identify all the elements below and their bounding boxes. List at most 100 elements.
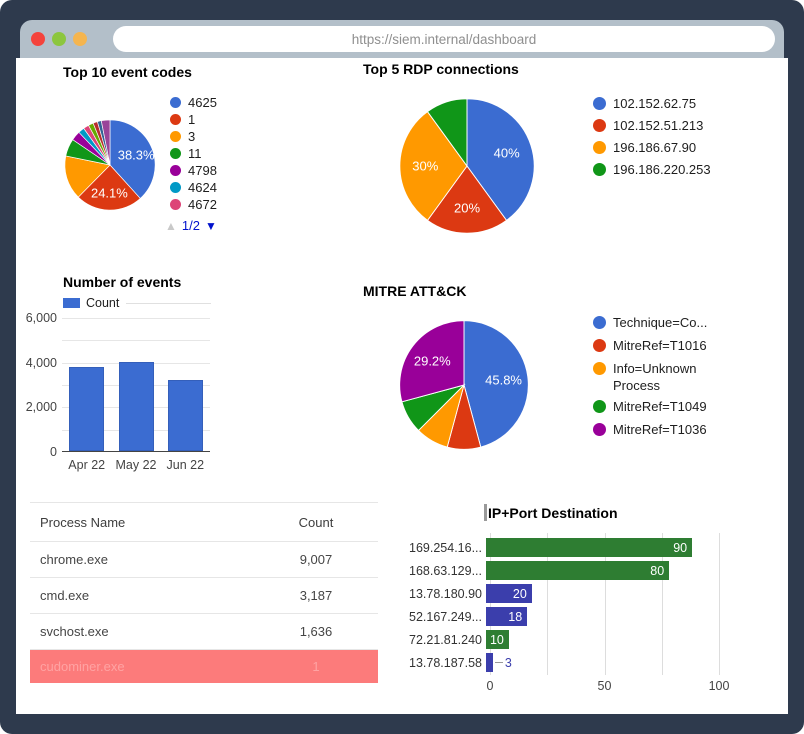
bar-row: 169.254.16... 90 <box>400 536 780 559</box>
table-row[interactable]: svchost.exe 1,636 <box>30 614 378 650</box>
count-cell: 9,007 <box>299 552 333 567</box>
pie-slice[interactable] <box>426 165 508 234</box>
legend-item[interactable]: 102.152.62.75 <box>593 92 711 114</box>
x-axis-line <box>62 451 210 452</box>
bar-value-label: 3 <box>504 655 512 670</box>
legend-item[interactable]: 196.186.220.253 <box>593 158 711 180</box>
legend-label: MitreRef=T1036 <box>613 422 707 437</box>
gridline <box>604 533 606 675</box>
legend-color-dot <box>170 114 181 125</box>
legend-label: 102.152.51.213 <box>613 117 704 133</box>
count-cell: 1,636 <box>299 624 333 639</box>
close-button[interactable] <box>31 32 45 46</box>
legend-item[interactable]: Technique=Co... <box>593 314 725 333</box>
bar-value-label: 90 <box>673 540 688 555</box>
column-header-process-name[interactable]: Process Name <box>40 514 126 530</box>
url-bar[interactable]: https://siem.internal/dashboard <box>113 26 775 52</box>
legend-color-dot <box>593 339 606 352</box>
pie-slice[interactable] <box>399 320 465 403</box>
legend-item[interactable]: MitreRef=T1016 <box>593 337 725 356</box>
legend-top10-event-codes: 4625 1 3 11 4798 4624 4672 <box>170 94 217 213</box>
legend-label: Count <box>86 296 120 310</box>
pie-slice[interactable] <box>463 320 529 448</box>
chart-title-top5-rdp: Top 5 RDP connections <box>363 61 519 77</box>
zoom-button[interactable] <box>73 32 87 46</box>
legend-pagination: ▲ 1/2 ▼ <box>165 218 217 233</box>
pie-slice[interactable] <box>109 119 156 199</box>
bar[interactable]: 18 <box>486 607 528 626</box>
table-row[interactable]: cmd.exe 3,187 <box>30 578 378 614</box>
legend-item[interactable]: 11 <box>170 145 217 162</box>
legend-item[interactable]: MitreRef=T1049 <box>593 398 725 417</box>
legend-page-down-icon[interactable]: ▼ <box>204 218 217 233</box>
legend-label: MitreRef=T1016 <box>613 338 707 353</box>
legend-mitre-attck: Technique=Co... MitreRef=T1016 Info=Unknow… <box>593 314 725 444</box>
x-axis-labels: Apr 22 May 22 Jun 22 <box>62 458 210 474</box>
legend-item[interactable]: MitreRef=T1036 <box>593 421 725 440</box>
bar[interactable] <box>486 653 493 672</box>
category-label: 13.78.187.58 <box>409 655 482 670</box>
bar-row: 52.167.249... 18 <box>400 605 780 628</box>
pie-slice[interactable] <box>64 155 111 198</box>
bar[interactable] <box>69 367 105 451</box>
pie-slice-label: 45.8% <box>485 372 522 387</box>
pie-chart-mitre-attck: 45.8% 29.2% <box>397 318 531 452</box>
bar[interactable]: 10 <box>486 630 509 649</box>
bar[interactable] <box>118 361 154 451</box>
y-tick-label: 0 <box>50 445 57 459</box>
table-row[interactable]: chrome.exe 9,007 <box>30 542 378 578</box>
legend-item[interactable]: 4672 <box>170 196 217 213</box>
minimize-button[interactable] <box>52 32 66 46</box>
pie-slice[interactable] <box>100 119 111 166</box>
legend-item[interactable]: 196.186.67.90 <box>593 136 711 158</box>
chart-title-number-of-events: Number of events <box>63 274 182 290</box>
table-body: chrome.exe 9,007 cmd.exe 3,187 svchost.exe 1,… <box>30 542 378 683</box>
y-axis-labels: 0 2,000 4,000 6,000 <box>16 311 57 459</box>
x-axis-labels: 0 50 100 <box>486 679 742 695</box>
bar[interactable] <box>167 380 203 451</box>
x-tick-label: Apr 22 <box>68 458 106 472</box>
gridline <box>62 340 210 342</box>
count-cell: 1 <box>312 659 320 674</box>
column-header-count[interactable]: Count <box>298 514 334 530</box>
pie-slice[interactable] <box>426 98 468 168</box>
legend-label: 4672 <box>188 197 217 212</box>
bar[interactable]: 20 <box>486 584 532 603</box>
process-table: Process Name Count chrome.exe 9,007 cmd.ex… <box>30 502 378 683</box>
legend-item[interactable]: 4624 <box>170 179 217 196</box>
x-tick-label: 0 <box>486 679 494 693</box>
bar-row: 72.21.81.240 10 <box>400 628 780 651</box>
chart-title-row-ip-port: IP+Port Destination <box>484 504 618 521</box>
gridline <box>62 318 210 319</box>
legend-label: Info=Unknown Process <box>613 361 697 393</box>
cursor-artifact <box>484 504 487 521</box>
bar[interactable]: 90 <box>486 538 693 557</box>
pie-slice[interactable] <box>399 110 468 222</box>
legend-item[interactable]: 3 <box>170 128 217 145</box>
browser-toolbar: https://siem.internal/dashboard <box>20 20 784 58</box>
category-label: 72.21.81.240 <box>409 632 482 647</box>
legend-item[interactable]: 1 <box>170 111 217 128</box>
legend-item[interactable]: 4798 <box>170 162 217 179</box>
bar[interactable]: 80 <box>486 561 670 580</box>
legend-page-up-icon[interactable]: ▲ <box>165 218 177 233</box>
bar-value-label: 18 <box>508 609 523 624</box>
legend-item[interactable]: 102.152.51.213 <box>593 114 711 136</box>
table-row-highlighted[interactable]: cudominer.exe 1 <box>30 650 378 683</box>
pie-slice-label: 29.2% <box>414 353 451 368</box>
url-text: https://siem.internal/dashboard <box>351 31 537 47</box>
legend-label: 3 <box>188 129 196 144</box>
legend-item[interactable]: Info=Unknown Process <box>593 360 725 394</box>
pie-slice-label: 20% <box>454 200 480 215</box>
process-name-cell: svchost.exe <box>40 624 109 639</box>
x-tick-label: Jun 22 <box>166 458 205 472</box>
y-tick-label: 6,000 <box>25 311 57 325</box>
legend-item[interactable]: 4625 <box>170 94 217 111</box>
bar-rows: 169.254.16... 90 168.63.129... 80 13.78.180.… <box>400 536 780 674</box>
process-name-cell: chrome.exe <box>40 552 108 567</box>
pie-chart-top5-rdp: 40% 20% 30% <box>397 96 537 236</box>
legend-color-dot <box>170 148 181 159</box>
y-tick-label: 2,000 <box>25 400 57 415</box>
pie-slice[interactable] <box>466 98 535 222</box>
pie-slice[interactable] <box>77 164 141 211</box>
